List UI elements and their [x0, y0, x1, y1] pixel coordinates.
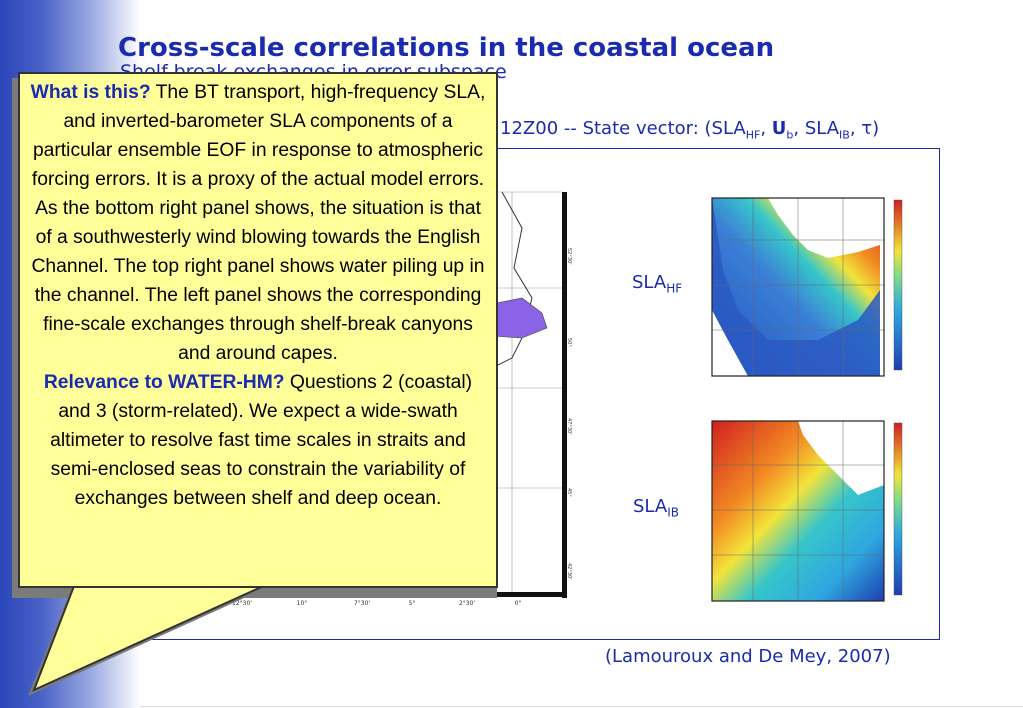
sla-hf-label-main: SLA — [632, 272, 667, 293]
sla-ib-label-main: SLA — [633, 496, 668, 517]
lon-label: 12°30' — [232, 600, 252, 607]
lon-label: 10° — [297, 600, 308, 607]
lon-label: 7°30' — [354, 600, 370, 607]
state-prefix: 12Z00 -- State vector: (SLA — [500, 118, 746, 139]
sla-hf-label-sub: HF — [666, 281, 683, 296]
state-sub-hf: HF — [745, 128, 761, 142]
callout-heading-what: What is this? — [30, 82, 151, 103]
state-sub-ib: IB — [839, 128, 850, 142]
sla-ib-label: SLAIB — [633, 496, 679, 520]
state-sep1: , — [760, 118, 772, 139]
state-vector-line: 12Z00 -- State vector: (SLAHF, Ub, SLAIB… — [500, 118, 879, 142]
state-sep2: , SLA — [793, 118, 840, 139]
svg-text:45°: 45° — [566, 488, 572, 497]
bottom-rule — [140, 706, 1023, 707]
svg-text:50°: 50° — [566, 338, 572, 347]
callout-body-what: The BT transport, high-frequency SLA, an… — [31, 82, 486, 364]
lon-label: 0° — [515, 600, 522, 607]
callout-heading-relevance: Relevance to WATER-HM? — [43, 372, 285, 393]
lon-label: 5° — [409, 600, 416, 607]
slide-title: Cross-scale correlations in the coastal … — [118, 33, 775, 63]
citation: (Lamouroux and De Mey, 2007) — [605, 646, 891, 667]
state-tau: , τ) — [849, 118, 880, 139]
lon-label: 2°30' — [459, 600, 475, 607]
sla-ib-label-sub: IB — [667, 505, 679, 520]
sla-hf-label: SLAHF — [632, 272, 682, 296]
sla-hf-map — [711, 197, 903, 377]
svg-text:47°30': 47°30' — [566, 418, 572, 435]
sla-ib-map — [711, 420, 903, 602]
svg-text:52°30': 52°30' — [566, 248, 572, 265]
callout-box: What is this? The BT transport, high-fre… — [18, 72, 498, 588]
svg-text:42°30': 42°30' — [566, 563, 572, 580]
state-ub-sub: b — [786, 128, 794, 142]
callout-body-relevance: Questions 2 (coastal) and 3 (storm-relat… — [50, 372, 473, 509]
state-ub: U — [771, 118, 787, 139]
